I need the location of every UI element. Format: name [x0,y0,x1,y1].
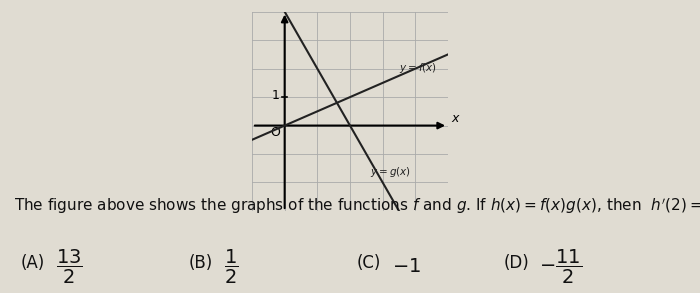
Text: $\dfrac{13}{2}$: $\dfrac{13}{2}$ [56,248,83,286]
Text: (D): (D) [504,254,530,272]
Text: $y = f(x)$: $y = f(x)$ [399,61,437,75]
Text: (B): (B) [189,254,213,272]
Text: O: O [270,126,280,139]
Text: (A): (A) [21,254,46,272]
Text: $-\dfrac{11}{2}$: $-\dfrac{11}{2}$ [539,248,582,286]
Text: 1: 1 [272,89,280,102]
Text: $x$: $x$ [451,112,461,125]
Text: (C): (C) [357,254,382,272]
Text: The figure above shows the graphs of the functions $f$ and $g$. If $h(x)=f(x)g(x: The figure above shows the graphs of the… [14,196,700,216]
Text: $\dfrac{1}{2}$: $\dfrac{1}{2}$ [224,248,239,286]
Text: $y = g(x)$: $y = g(x)$ [370,165,411,179]
Text: $-1$: $-1$ [392,257,421,276]
